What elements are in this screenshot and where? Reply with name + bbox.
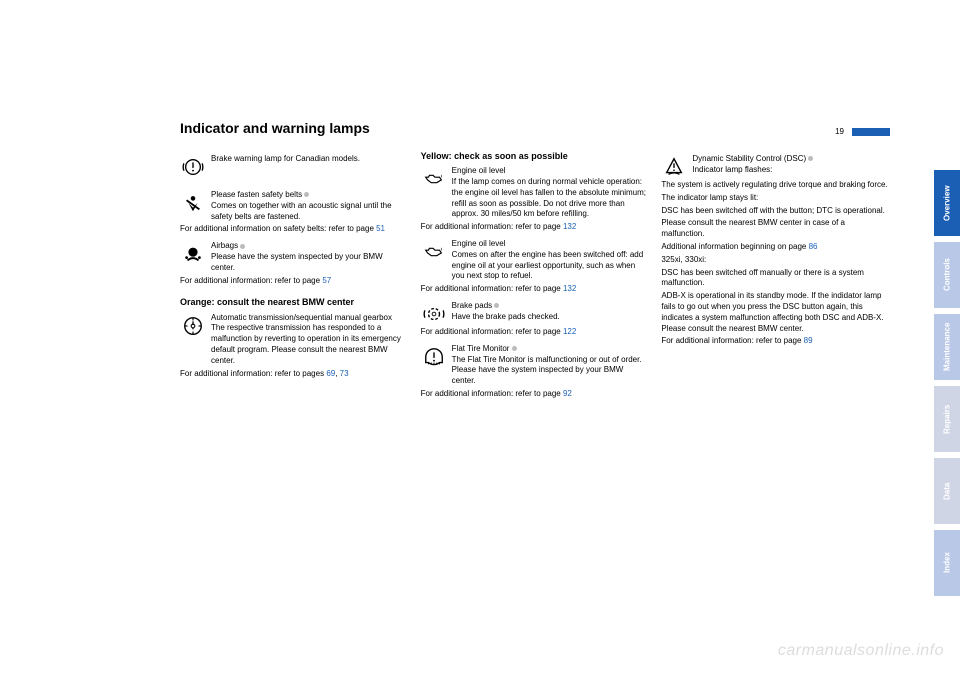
- seatbelt-after: For additional information on safety bel…: [180, 224, 376, 233]
- flat-after: For additional information: refer to pag…: [421, 389, 563, 398]
- grey-dot-icon: [494, 303, 499, 308]
- brakepads-after: For additional information: refer to pag…: [421, 327, 563, 336]
- page-link[interactable]: 122: [563, 327, 576, 336]
- page-title: Indicator and warning lamps: [180, 120, 370, 136]
- seatbelt-line1: Please fasten safety belts: [211, 190, 304, 199]
- transmission-icon: [180, 313, 206, 339]
- page-link[interactable]: 132: [563, 284, 576, 293]
- page-link[interactable]: 57: [322, 276, 331, 285]
- dsc-body2: The indicator lamp stays lit:: [661, 193, 890, 204]
- page-link[interactable]: 69: [326, 369, 335, 378]
- airbag-icon: [180, 241, 206, 267]
- tab-data[interactable]: Data: [934, 458, 960, 524]
- dsc-line1: Dynamic Stability Control (DSC): [692, 154, 808, 163]
- seatbelt-icon: [180, 190, 206, 216]
- seatbelt-line2: Comes on together with an acoustic signa…: [211, 201, 392, 221]
- brakepads-line2: Have the brake pads checked.: [452, 312, 560, 321]
- grey-dot-icon: [240, 244, 245, 249]
- tab-maintenance[interactable]: Maintenance: [934, 314, 960, 380]
- dsc-body6: DSC has been switched off manually or th…: [661, 268, 890, 290]
- column-3: Dynamic Stability Control (DSC) Indicato…: [661, 150, 890, 402]
- dsc-icon: [661, 154, 687, 180]
- page-link[interactable]: 86: [809, 242, 818, 251]
- trans-line1: Automatic transmission/sequential manual…: [211, 313, 392, 322]
- flat-line1: Flat Tire Monitor: [452, 344, 512, 353]
- oil2-line2: Comes on after the engine has been switc…: [452, 250, 644, 281]
- tab-index[interactable]: Index: [934, 530, 960, 596]
- oil2-after: For additional information: refer to pag…: [421, 284, 563, 293]
- tab-controls[interactable]: Controls: [934, 242, 960, 308]
- airbag-line1: Airbags: [211, 241, 240, 250]
- grey-dot-icon: [512, 346, 517, 351]
- oil1-line1: Engine oil level: [452, 166, 506, 175]
- dsc-body3: DSC has been switched off with the butto…: [661, 206, 890, 217]
- dsc-body5: 325xi, 330xi:: [661, 255, 890, 266]
- brake-canada-text: Brake warning lamp for Canadian models.: [211, 154, 360, 165]
- dsc-line2: Indicator lamp flashes:: [692, 165, 772, 174]
- dsc-body4: Please consult the nearest BMW center in…: [661, 218, 890, 240]
- page-link[interactable]: 73: [340, 369, 349, 378]
- oil1-after: For additional information: refer to pag…: [421, 222, 563, 231]
- airbag-after: For additional information: refer to pag…: [180, 276, 322, 285]
- tab-overview[interactable]: Overview: [934, 170, 960, 236]
- oil1-line2: If the lamp comes on during normal vehic…: [452, 177, 646, 218]
- trans-line2: The respective transmission has responde…: [211, 323, 401, 364]
- brakepads-line1: Brake pads: [452, 301, 495, 310]
- tab-repairs[interactable]: Repairs: [934, 386, 960, 452]
- airbag-line2: Please have the system inspected by your…: [211, 252, 383, 272]
- oil-level-icon: [421, 239, 447, 265]
- oil-level-icon: [421, 166, 447, 192]
- page-link[interactable]: 89: [804, 336, 813, 345]
- header-bar: [852, 128, 890, 136]
- watermark: carmanualsonline.info: [778, 642, 944, 660]
- dsc-after1: Additional information beginning on page: [661, 242, 808, 251]
- flat-line2: The Flat Tire Monitor is malfunctioning …: [452, 355, 642, 386]
- side-tabs: Overview Controls Maintenance Repairs Da…: [934, 170, 960, 596]
- column-1: Brake warning lamp for Canadian models. …: [180, 150, 409, 402]
- page-link[interactable]: 51: [376, 224, 385, 233]
- dsc-after2: For additional information: refer to pag…: [661, 336, 803, 345]
- grey-dot-icon: [304, 192, 309, 197]
- dsc-body7: ADB-X is operational in its standby mode…: [661, 291, 890, 334]
- trans-after: For additional information: refer to pag…: [180, 369, 326, 378]
- page-link[interactable]: 92: [563, 389, 572, 398]
- oil2-line1: Engine oil level: [452, 239, 506, 248]
- dsc-body1: The system is actively regulating drive …: [661, 180, 890, 191]
- page-number-bar: 19: [835, 127, 890, 136]
- yellow-subhead: Yellow: check as soon as possible: [421, 150, 650, 162]
- brake-pads-icon: [421, 301, 447, 327]
- grey-dot-icon: [808, 156, 813, 161]
- page-link[interactable]: 132: [563, 222, 576, 231]
- brake-canada-icon: [180, 154, 206, 180]
- page-number: 19: [835, 127, 844, 136]
- flat-tire-icon: [421, 344, 447, 370]
- column-2: Yellow: check as soon as possible Engine…: [421, 150, 650, 402]
- orange-subhead: Orange: consult the nearest BMW center: [180, 296, 409, 308]
